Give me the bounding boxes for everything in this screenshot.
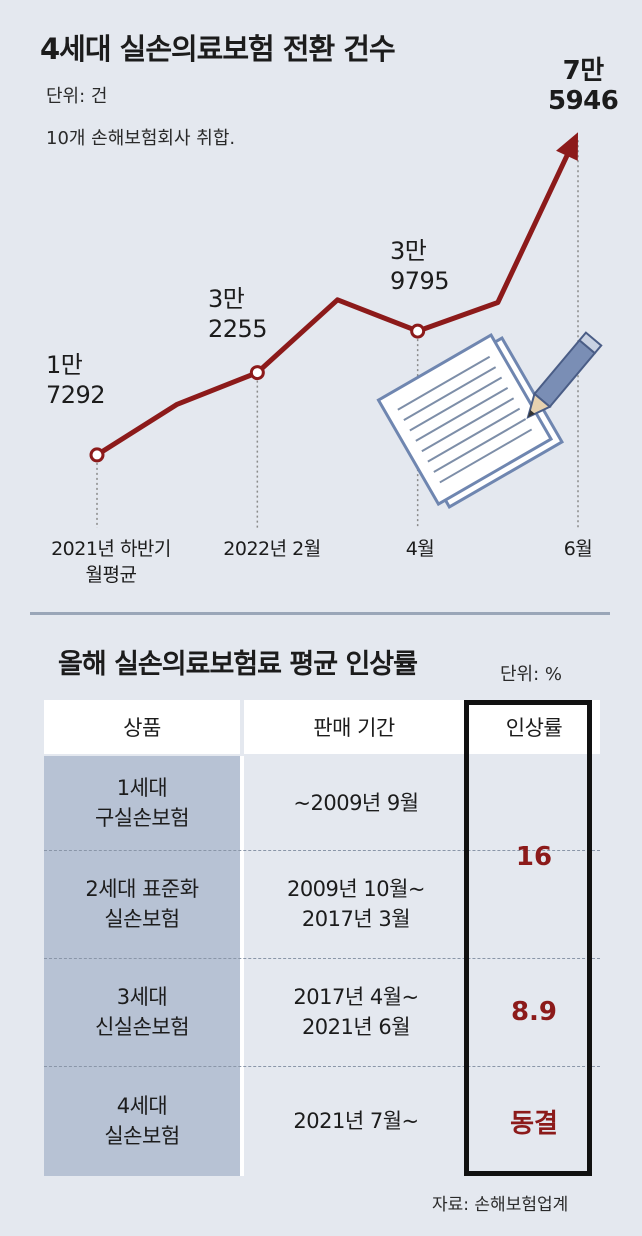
table-row-period-4: 2021년 7월~ xyxy=(293,1109,419,1133)
x-label-2: 2022년 2월 xyxy=(223,538,321,560)
series-line xyxy=(94,146,573,458)
table-row-product-4: 4세대 실손보험 xyxy=(104,1094,180,1148)
header-period: 판매 기간 xyxy=(244,700,464,754)
rate-value-4: 동결 xyxy=(510,1108,558,1139)
x-label-4: 6월 xyxy=(563,538,593,560)
table-row-period-3: 2017년 4월~ 2021년 6월 xyxy=(293,985,419,1039)
table-row-product-3: 3세대 신실손보험 xyxy=(94,985,190,1039)
x-label-3: 4월 xyxy=(405,538,435,560)
header-product: 상품 xyxy=(44,700,240,754)
data-point-1 xyxy=(89,447,105,463)
data-point-2 xyxy=(249,365,265,381)
table-row-period-2: 2009년 10월~ 2017년 3월 xyxy=(286,877,426,931)
document-pencil-icon xyxy=(376,331,603,510)
value-label-1: 1만 7292 xyxy=(46,351,106,409)
column-separator xyxy=(240,756,244,1176)
value-label-3: 3만 9795 xyxy=(390,237,450,295)
row-separator xyxy=(44,850,600,851)
table-unit: 단위: % xyxy=(500,664,563,685)
line-chart xyxy=(89,132,603,528)
arrowhead xyxy=(556,132,578,161)
chart-unit: 단위: 건 xyxy=(46,86,108,107)
chart-note: 10개 손해보험회사 취합. xyxy=(46,128,236,149)
row-separator xyxy=(44,958,600,959)
chart-title: 4세대 실손의료보험 전환 건수 xyxy=(40,32,396,66)
row-separator xyxy=(44,1066,600,1067)
section-divider xyxy=(30,612,610,615)
table-title: 올해 실손의료보험료 평균 인상률 xyxy=(58,649,418,680)
rate-highlight-box xyxy=(464,700,592,1176)
value-label-4: 7만 5946 xyxy=(548,56,619,116)
table-row-product-1: 1세대 구실손보험 xyxy=(94,776,190,830)
rate-value-1-2: 16 xyxy=(515,842,553,872)
rate-value-3: 8.9 xyxy=(510,997,558,1027)
data-point-3 xyxy=(410,323,426,339)
source-note: 자료: 손해보험업계 xyxy=(432,1195,569,1215)
rate-table: 상품 판매 기간 인상률 1세대 구실손보험 2세대 표준화 실손보험 3세대 신실손… xyxy=(44,700,600,1176)
value-label-2: 3만 2255 xyxy=(208,285,268,343)
product-column-bg xyxy=(44,756,240,1176)
table-row-product-2: 2세대 표준화 실손보험 xyxy=(85,877,199,931)
table-row-period-1: ~2009년 9월 xyxy=(293,791,419,815)
x-label-1: 2021년 하반기 월평균 xyxy=(51,538,171,586)
header-rate: 인상률 xyxy=(468,700,600,754)
